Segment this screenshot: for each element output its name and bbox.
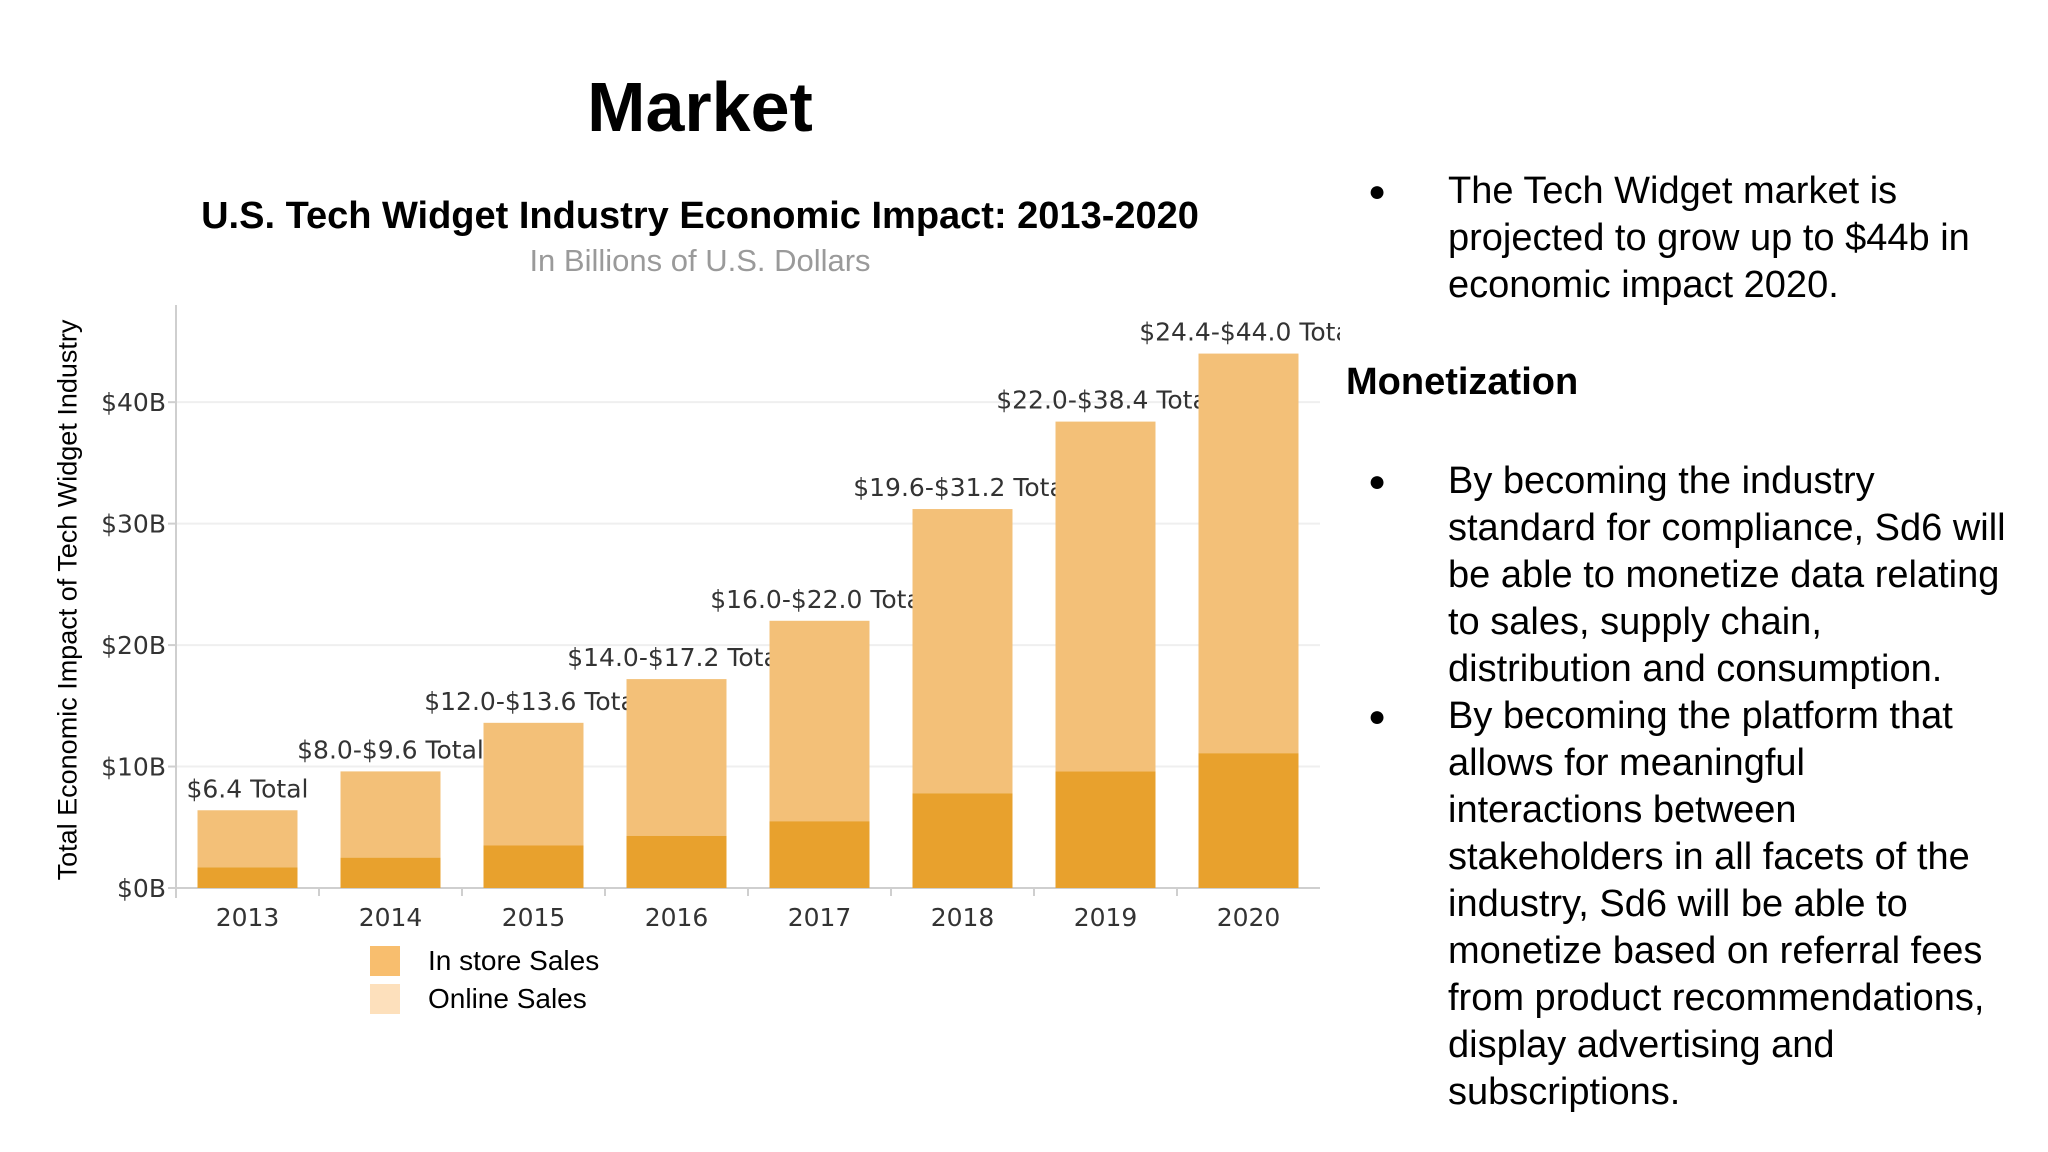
bar-data-label: $24.4-$44.0 Total	[1139, 318, 1340, 347]
intro-bullet-list: ● The Tech Widget market is projected to…	[1346, 168, 2006, 309]
legend-swatch-online	[370, 984, 400, 1014]
bar-data-label: $8.0-$9.6 Total	[297, 735, 484, 764]
bar-in-store	[626, 835, 727, 888]
legend-item-in-store: In store Sales	[370, 942, 599, 980]
legend-swatch-in-store	[370, 946, 400, 976]
bullet-item: ● By becoming the industry standard for …	[1346, 458, 2006, 693]
bar-chart: $0B $10B $20B $30B $40B $6.4 Total 2013 $8.0-$9…	[101, 305, 1340, 932]
bullet-dot-icon: ●	[1368, 700, 1387, 733]
bar-in-store	[197, 867, 298, 888]
section-heading: Monetization	[1346, 361, 1579, 403]
bar-data-label: $22.0-$38.4 Total	[996, 386, 1215, 415]
bar-online	[197, 810, 298, 868]
bar-online	[483, 722, 584, 846]
bar-in-store	[340, 857, 441, 888]
bullet-item: ● The Tech Widget market is projected to…	[1346, 168, 2006, 309]
bar-data-label: $6.4 Total	[187, 774, 309, 803]
text-column: ● The Tech Widget market is projected to…	[1346, 168, 2006, 1116]
chart-title: U.S. Tech Widget Industry Economic Impac…	[201, 195, 1199, 237]
bar-online	[1055, 421, 1156, 772]
bar-online	[769, 620, 870, 822]
bar-online	[626, 679, 727, 836]
bar-online	[1198, 353, 1299, 754]
bar-online	[912, 509, 1013, 794]
bar-data-label: $12.0-$13.6 Total	[424, 687, 643, 716]
bar-online	[340, 771, 441, 858]
bar-in-store	[483, 845, 584, 888]
legend-label-online: Online Sales	[428, 983, 587, 1014]
bar-in-store	[1198, 753, 1299, 888]
bar-in-store	[769, 821, 870, 888]
slide-title: Market	[587, 68, 813, 146]
x-tick-label: 2016	[645, 903, 709, 932]
bullet-text: The Tech Widget market is projected to g…	[1448, 170, 1970, 306]
bar-data-label: $19.6-$31.2 Total	[853, 473, 1072, 502]
legend-item-online: Online Sales	[370, 980, 599, 1018]
x-tick-label: 2020	[1217, 903, 1281, 932]
bar-data-label: $16.0-$22.0 Total	[710, 585, 929, 614]
x-tick-label: 2015	[502, 903, 566, 932]
bar-in-store	[1055, 771, 1156, 888]
y-tick-label: $20B	[101, 631, 166, 660]
bullet-text: By becoming the industry standard for co…	[1448, 460, 2006, 690]
x-tick-label: 2013	[216, 903, 280, 932]
chart-legend: In store Sales Online Sales	[370, 942, 599, 1018]
y-tick-label: $0B	[117, 874, 166, 903]
monetization-bullet-list: ● By becoming the industry standard for …	[1346, 458, 2006, 1116]
bullet-text: By becoming the platform that allows for…	[1448, 695, 1985, 1113]
y-tick-label: $40B	[101, 388, 166, 417]
bullet-dot-icon: ●	[1368, 465, 1387, 498]
bullet-dot-icon: ●	[1368, 175, 1387, 208]
bar-in-store	[912, 793, 1013, 888]
y-tick-label: $30B	[101, 510, 166, 539]
legend-label-in-store: In store Sales	[428, 945, 600, 976]
x-tick-label: 2018	[931, 903, 995, 932]
chart-subtitle: In Billions of U.S. Dollars	[529, 243, 871, 278]
x-tick-label: 2019	[1074, 903, 1138, 932]
x-tick-label: 2017	[788, 903, 852, 932]
bar-data-label: $14.0-$17.2 Total	[567, 643, 786, 672]
x-tick-label: 2014	[359, 903, 423, 932]
bullet-item: ● By becoming the platform that allows f…	[1346, 693, 2006, 1116]
y-tick-label: $10B	[101, 753, 166, 782]
